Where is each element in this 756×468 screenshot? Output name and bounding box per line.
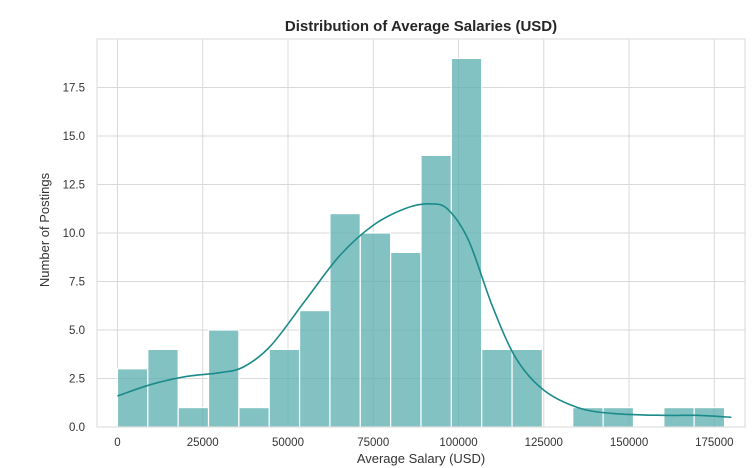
x-tick-labels: 0 25000 50000 75000 100000 125000 150000 175000 xyxy=(114,437,733,449)
histogram-bar xyxy=(298,310,331,428)
x-tick-label: 50000 xyxy=(272,437,304,449)
x-tick-label: 125000 xyxy=(525,437,563,449)
plot-frame xyxy=(96,38,746,428)
histogram-bar xyxy=(177,407,210,428)
histogram-bar xyxy=(207,329,240,428)
histogram-bar xyxy=(511,348,544,428)
histogram-bar xyxy=(359,232,392,428)
y-axis-label: Number of Postings xyxy=(37,172,52,287)
x-tick-label: 150000 xyxy=(610,437,648,449)
y-tick-label: 2.5 xyxy=(69,374,85,386)
kde-curve xyxy=(117,203,732,419)
histogram-bar xyxy=(450,57,483,428)
histogram-bar xyxy=(420,154,452,428)
y-tick-label: 7.5 xyxy=(69,277,85,289)
y-tick-labels: 0.0 2.5 5.0 7.5 10.0 12.5 15.0 17.5 xyxy=(63,83,85,435)
x-tick-label: 25000 xyxy=(187,437,219,449)
y-tick-label: 17.5 xyxy=(63,83,85,95)
y-tick-label: 15.0 xyxy=(63,131,85,143)
histogram-bars xyxy=(116,57,726,428)
x-axis-label: Average Salary (USD) xyxy=(357,451,485,466)
histogram-bar xyxy=(481,348,513,428)
histogram-bar xyxy=(116,368,149,428)
x-tick-label: 175000 xyxy=(695,437,733,449)
histogram-bar xyxy=(329,213,361,428)
histogram-bar xyxy=(390,251,422,428)
y-tick-label: 0.0 xyxy=(69,422,85,434)
histogram-bar xyxy=(663,407,695,428)
y-tick-label: 10.0 xyxy=(63,228,85,240)
x-tick-label: 75000 xyxy=(357,437,389,449)
x-tick-label: 0 xyxy=(114,437,120,449)
y-tick-label: 12.5 xyxy=(63,180,85,192)
histogram-bar xyxy=(268,348,301,428)
histogram-bar xyxy=(147,348,179,428)
histogram-bar xyxy=(238,407,270,428)
y-tick-label: 5.0 xyxy=(69,325,85,337)
histogram-bar xyxy=(602,407,635,428)
chart-title: Distribution of Average Salaries (USD) xyxy=(285,18,557,35)
x-tick-label: 100000 xyxy=(439,437,477,449)
